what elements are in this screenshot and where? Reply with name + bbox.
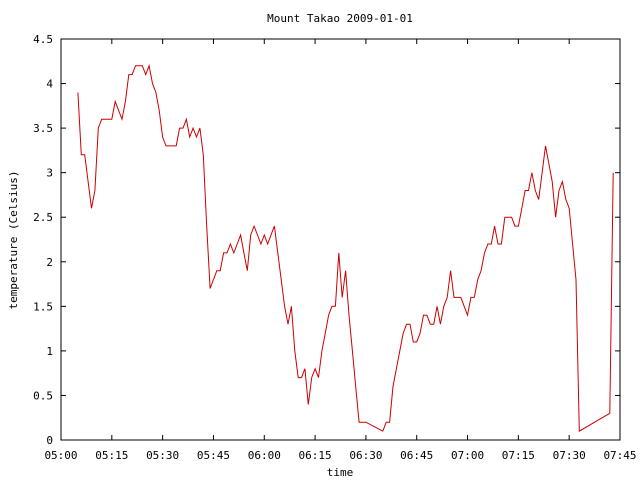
x-axis-label: time (327, 466, 354, 479)
y-axis-label: temperature (Celsius) (7, 170, 20, 309)
temperature-series-line (77, 63, 614, 432)
x-tick-label: 07:00 (451, 449, 484, 462)
y-tick-label: 1 (46, 345, 53, 358)
x-tick-label: 05:45 (197, 449, 230, 462)
x-tick-label: 06:45 (400, 449, 433, 462)
x-tick-label: 05:15 (95, 449, 128, 462)
y-tick-label: 4.5 (33, 33, 53, 46)
x-tick-label: 06:30 (349, 449, 382, 462)
y-tick-label: 1.5 (33, 300, 53, 313)
x-tick-label: 06:00 (248, 449, 281, 462)
x-tick-label: 07:15 (502, 449, 535, 462)
x-tick-label: 05:30 (146, 449, 179, 462)
x-tick-label: 07:45 (603, 449, 636, 462)
y-tick-label: 2.5 (33, 211, 53, 224)
series-layer (77, 63, 614, 432)
y-tick-label: 4 (46, 78, 53, 91)
y-tick-label: 2 (46, 256, 53, 269)
y-tick-label: 0.5 (33, 389, 53, 402)
x-tick-label: 07:30 (553, 449, 586, 462)
x-tick-label: 06:15 (299, 449, 332, 462)
y-tick-label: 0 (46, 434, 53, 447)
y-tick-label: 3.5 (33, 122, 53, 135)
x-tick-label: 05:00 (44, 449, 77, 462)
y-tick-label: 3 (46, 167, 53, 180)
plot-frame (60, 38, 621, 441)
ticks-layer: 05:00 05:15 05:30 05:45 06:00 06:15 06:30 06:45… (33, 33, 636, 462)
chart-title: Mount Takao 2009-01-01 (267, 12, 413, 25)
